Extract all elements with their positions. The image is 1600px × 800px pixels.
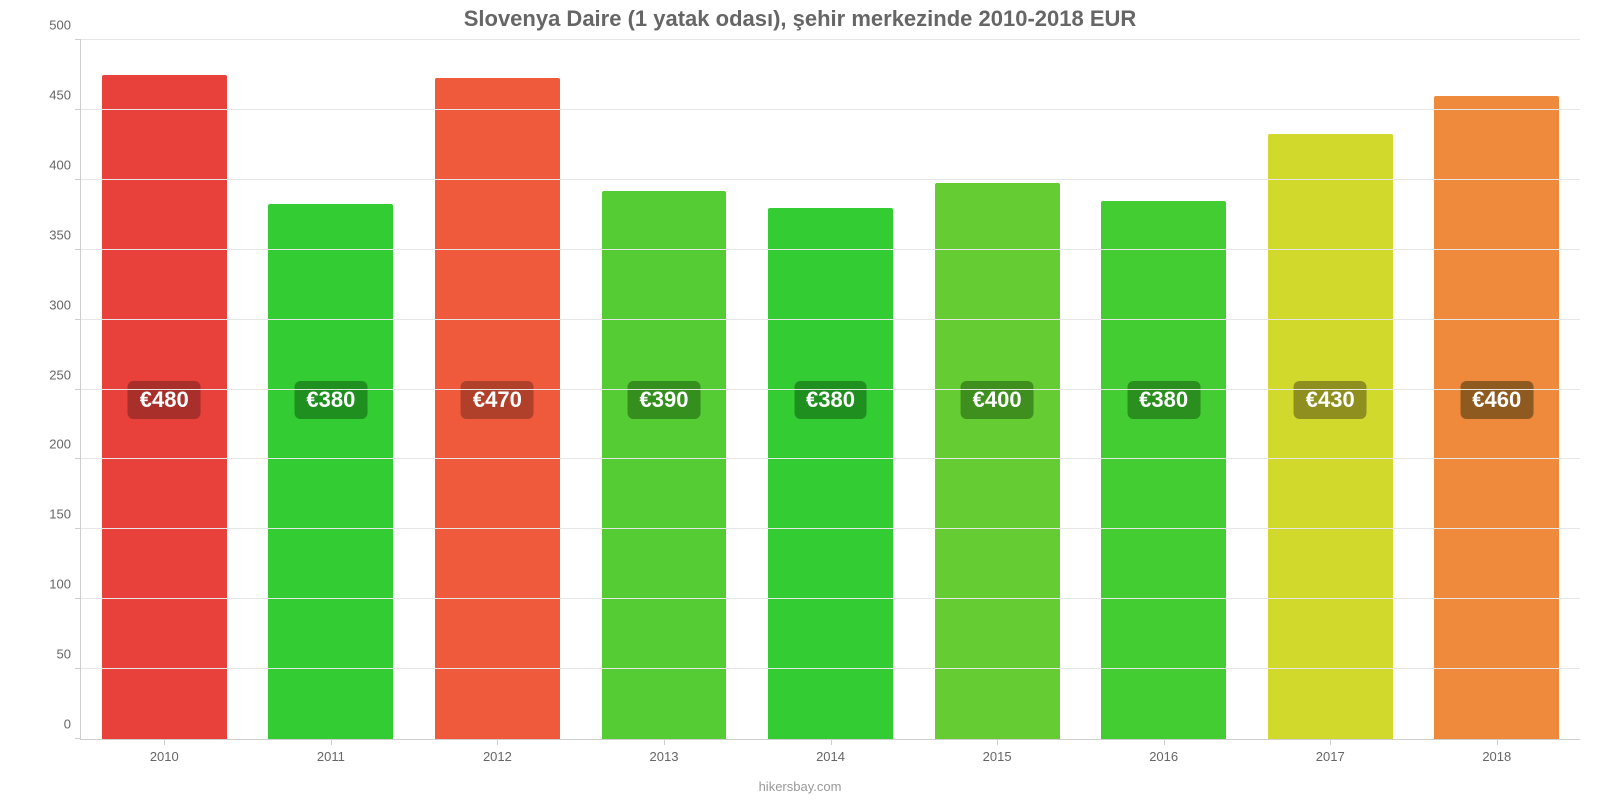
ytick-mark [75,39,81,40]
ytick-label: 0 [64,717,81,732]
ytick-mark [75,249,81,250]
ytick-mark [75,738,81,739]
chart-title: Slovenya Daire (1 yatak odası), şehir me… [0,6,1600,32]
bar [935,183,1060,739]
bar [1268,134,1393,739]
bar-value-label: €480 [128,381,201,419]
bar-value-label: €380 [294,381,367,419]
gridline [81,389,1580,390]
bars-container: €4802010€3802011€4702012€3902013€3802014… [81,40,1580,739]
bar-value-label: €390 [627,381,700,419]
bar [602,191,727,739]
plot-area: €4802010€3802011€4702012€3902013€3802014… [80,40,1580,740]
bar-value-label: €380 [1127,381,1200,419]
gridline [81,319,1580,320]
gridline [81,668,1580,669]
gridline [81,39,1580,40]
ytick-label: 200 [49,437,81,452]
bar-slot: €4002015 [914,40,1081,739]
ytick-label: 350 [49,227,81,242]
gridline [81,598,1580,599]
bar-slot: €4602018 [1414,40,1581,739]
ytick-mark [75,179,81,180]
ytick-mark [75,668,81,669]
ytick-label: 450 [49,87,81,102]
bar-slot: €3802016 [1080,40,1247,739]
bar-chart: Slovenya Daire (1 yatak odası), şehir me… [0,0,1600,800]
ytick-label: 500 [49,18,81,33]
gridline [81,179,1580,180]
xtick-label: 2015 [983,739,1012,764]
ytick-mark [75,319,81,320]
bar-value-label: €380 [794,381,867,419]
xtick-label: 2011 [317,739,345,764]
bar-value-label: €460 [1460,381,1533,419]
ytick-label: 250 [49,367,81,382]
bar-slot: €3802011 [248,40,415,739]
gridline [81,458,1580,459]
xtick-label: 2013 [650,739,679,764]
bar-slot: €4702012 [414,40,581,739]
ytick-mark [75,458,81,459]
bar-slot: €4302017 [1247,40,1414,739]
gridline [81,249,1580,250]
chart-credit: hikersbay.com [0,779,1600,794]
ytick-label: 400 [49,157,81,172]
gridline [81,528,1580,529]
ytick-mark [75,389,81,390]
bar-slot: €4802010 [81,40,248,739]
ytick-mark [75,109,81,110]
bar-slot: €3802014 [747,40,914,739]
ytick-label: 150 [49,507,81,522]
ytick-label: 300 [49,297,81,312]
bar [768,208,893,739]
ytick-mark [75,598,81,599]
ytick-label: 50 [57,647,81,662]
bar [1101,201,1226,739]
gridline [81,109,1580,110]
xtick-label: 2018 [1482,739,1511,764]
xtick-label: 2014 [816,739,845,764]
xtick-label: 2016 [1149,739,1178,764]
bar [268,204,393,739]
bar-value-label: €470 [461,381,534,419]
xtick-label: 2012 [483,739,512,764]
xtick-label: 2010 [150,739,179,764]
ytick-label: 100 [49,577,81,592]
bar-slot: €3902013 [581,40,748,739]
xtick-label: 2017 [1316,739,1345,764]
bar-value-label: €400 [961,381,1034,419]
bar-value-label: €430 [1294,381,1367,419]
ytick-mark [75,528,81,529]
